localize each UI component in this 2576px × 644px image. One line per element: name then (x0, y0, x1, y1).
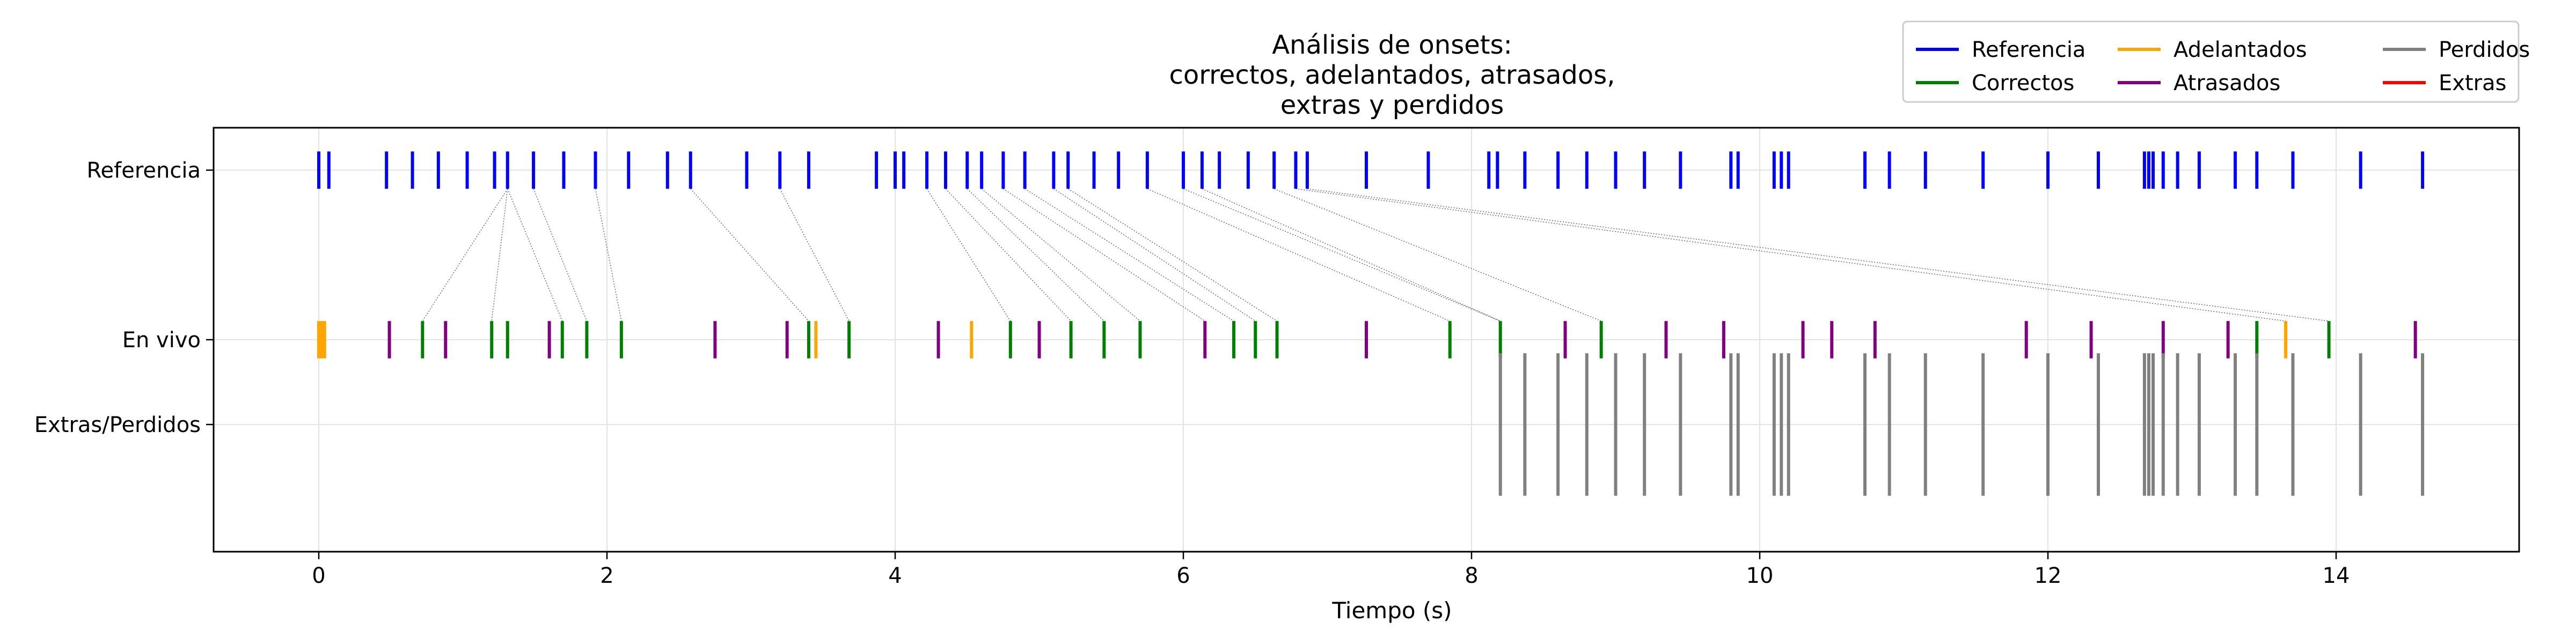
x-tick-label: 12 (2035, 564, 2062, 588)
legend-label-extras: Extras (2439, 71, 2506, 96)
match-lines (422, 188, 2329, 321)
match-line (945, 188, 1072, 321)
y-axis: Referencia En vivo Extras/Perdidos (34, 158, 214, 437)
legend: Referencia Correctos Adelantados Atrasados P… (1902, 20, 2530, 103)
match-line (926, 188, 1011, 321)
match-line (981, 188, 1140, 321)
onset-events (317, 151, 2425, 496)
match-line (779, 188, 850, 321)
chart-title-line-3: extras y perdidos (1280, 90, 1504, 120)
y-tick-label: Extras/Perdidos (34, 413, 201, 437)
x-tick-label: 2 (600, 564, 613, 588)
x-tick-label: 0 (312, 564, 325, 588)
match-line (595, 188, 622, 321)
x-axis: 0 2 4 6 8 10 12 14 (312, 552, 2350, 588)
legend-label-correctos: Correctos (1972, 71, 2074, 96)
chart-title-line-2: correctos, adelantados, atrasados, (1169, 60, 1615, 90)
match-line (1202, 188, 1501, 321)
match-line (1002, 188, 1205, 321)
legend-label-atrasados: Atrasados (2174, 71, 2280, 96)
legend-box (1902, 20, 2520, 103)
match-line (491, 188, 508, 321)
match-line (1147, 188, 1451, 321)
match-line (507, 188, 563, 321)
match-line (1183, 188, 1501, 321)
x-tick-label: 6 (1176, 564, 1190, 588)
match-line (967, 188, 1104, 321)
x-axis-label: Tiempo (s) (1331, 597, 1452, 624)
chart-title-line-1: Análisis de onsets: (1272, 30, 1512, 60)
y-tick-label: En vivo (122, 328, 201, 353)
match-line (1274, 188, 1601, 321)
match-line (422, 188, 508, 321)
legend-label-referencia: Referencia (1972, 38, 2085, 62)
match-line (690, 188, 809, 321)
x-tick-label: 14 (2323, 564, 2350, 588)
match-line (533, 188, 588, 321)
y-tick-label: Referencia (87, 158, 201, 183)
x-tick-label: 10 (1746, 564, 1774, 588)
x-tick-label: 4 (888, 564, 902, 588)
x-tick-label: 8 (1465, 564, 1478, 588)
legend-label-perdidos: Perdidos (2439, 38, 2530, 62)
match-line (1296, 188, 2286, 321)
match-line (1307, 188, 2329, 321)
legend-label-adelantados: Adelantados (2174, 38, 2307, 62)
match-line (1024, 188, 1234, 321)
match-line (1067, 188, 1277, 321)
